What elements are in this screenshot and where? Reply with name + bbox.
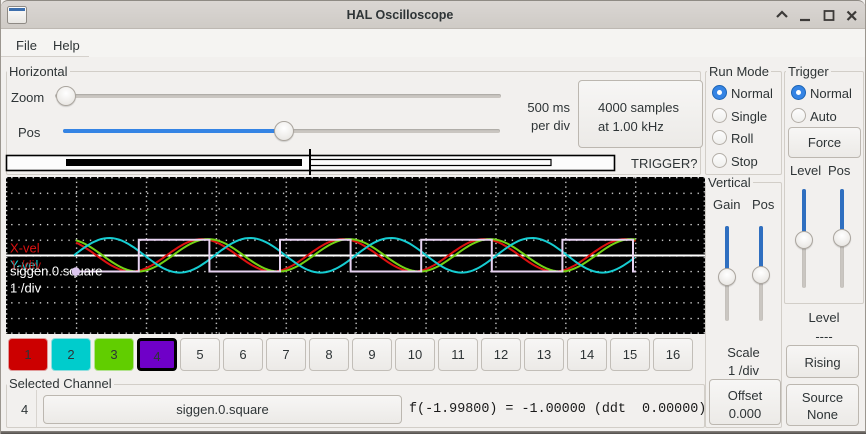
svg-text:siggen.0.square: siggen.0.square (10, 264, 103, 279)
svg-text:1 /div: 1 /div (10, 258, 42, 273)
svg-text:1 /div: 1 /div (10, 281, 42, 296)
svg-text:X-vel: X-vel (10, 241, 40, 256)
svg-text:Y-vel: Y-vel (10, 258, 39, 273)
